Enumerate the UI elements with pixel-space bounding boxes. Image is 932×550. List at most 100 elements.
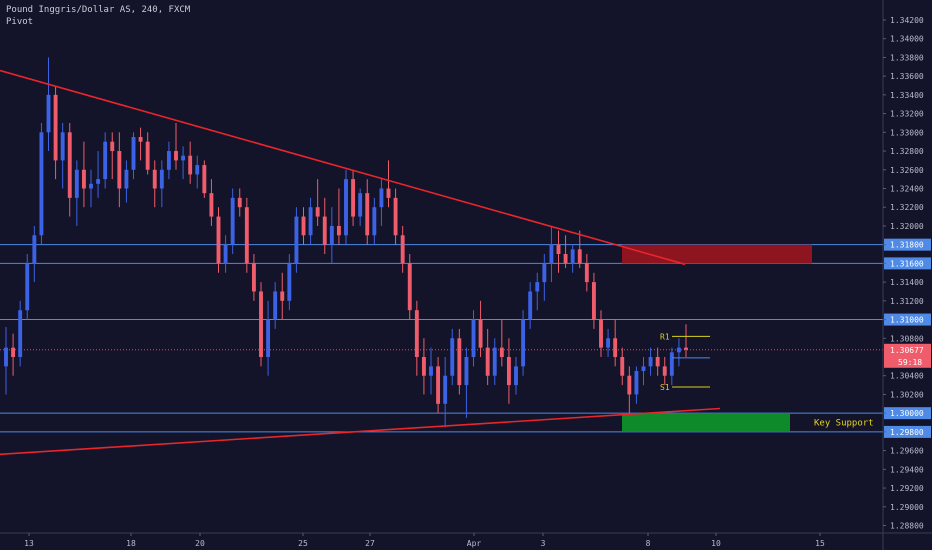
price-tag xyxy=(884,238,931,251)
y-tick-label: 1.31400 xyxy=(890,278,924,287)
candle-body xyxy=(414,310,419,357)
candle-body xyxy=(627,375,632,395)
y-tick-label: 1.34200 xyxy=(890,16,924,25)
candle-body xyxy=(655,357,660,367)
candle-body xyxy=(4,347,8,367)
candle-body xyxy=(393,197,398,236)
candle-body xyxy=(301,216,306,236)
candle-body xyxy=(570,249,575,264)
candle-body xyxy=(110,141,115,152)
y-tick-label: 1.32400 xyxy=(890,184,924,193)
candle-body xyxy=(11,347,16,357)
candle-body xyxy=(195,165,200,175)
candle-body xyxy=(237,197,242,208)
y-tick-label: 1.29600 xyxy=(890,447,924,456)
indicator-label: Pivot xyxy=(6,17,34,27)
candle-body xyxy=(230,197,235,245)
candle-body xyxy=(25,263,30,311)
candle-body xyxy=(138,137,143,142)
candle-body xyxy=(676,347,681,353)
candle-body xyxy=(407,263,412,311)
candle-body xyxy=(188,155,193,175)
candle-body xyxy=(244,207,249,264)
candle-body xyxy=(223,244,228,264)
candle-body xyxy=(280,291,285,301)
candle-body xyxy=(641,366,646,372)
candle-body xyxy=(336,225,341,236)
candle-body xyxy=(159,169,164,189)
candle-body xyxy=(131,137,136,170)
x-tick-label: Apr xyxy=(467,539,482,548)
y-tick-label: 1.33800 xyxy=(890,53,924,62)
candle-body xyxy=(436,366,441,404)
candle-body xyxy=(684,347,688,350)
y-tick-label: 1.30800 xyxy=(890,334,924,343)
candle-body xyxy=(429,366,433,376)
y-tick-label: 1.30000 xyxy=(890,409,924,418)
x-tick-label: 15 xyxy=(815,539,825,548)
candle-body xyxy=(648,357,653,367)
candle-body xyxy=(662,366,667,376)
candle-body xyxy=(450,338,455,376)
x-tick-label: 8 xyxy=(646,539,651,548)
x-tick-label: 18 xyxy=(126,539,136,548)
candle-body xyxy=(259,291,263,357)
y-tick-label: 1.33000 xyxy=(890,128,924,137)
y-tick-label: 1.29200 xyxy=(890,484,924,493)
price-tag xyxy=(884,313,931,326)
candle-body xyxy=(471,319,476,357)
y-tick-label: 1.33600 xyxy=(890,72,924,81)
y-tick-label: 1.32800 xyxy=(890,147,924,156)
symbol-title: Pound Inggris/Dollar AS, 240, FXCM xyxy=(6,5,191,15)
key-support-label: Key Support xyxy=(814,419,874,429)
candle-body xyxy=(365,193,370,236)
candle-body xyxy=(266,319,271,357)
candle-body xyxy=(386,188,391,198)
candle-body xyxy=(485,347,490,376)
candle-body xyxy=(216,216,221,264)
candle-body xyxy=(18,310,23,357)
candle-body xyxy=(344,179,348,236)
candle-body xyxy=(421,357,426,376)
candle-body xyxy=(181,155,186,161)
candle-body xyxy=(478,319,483,348)
pivot-r1-label: R1 xyxy=(660,332,670,341)
candle-body xyxy=(117,151,122,189)
candle-body xyxy=(591,282,596,320)
x-tick-label: 10 xyxy=(711,539,721,548)
x-tick-label: 3 xyxy=(541,539,546,548)
candle-body xyxy=(669,352,674,376)
candle-body xyxy=(521,319,526,367)
y-tick-label: 1.31800 xyxy=(890,241,924,250)
candle-body xyxy=(273,291,278,320)
x-tick-label: 20 xyxy=(195,539,205,548)
candle-body xyxy=(535,282,540,292)
candle-body xyxy=(443,375,448,404)
candle-body xyxy=(74,169,79,198)
candle-body xyxy=(584,263,589,283)
price-tag xyxy=(884,407,931,420)
candle-body xyxy=(209,193,214,217)
y-tick-label: 1.31000 xyxy=(890,316,924,325)
x-tick-label: 27 xyxy=(365,539,375,548)
y-tick-label: 1.29800 xyxy=(890,428,924,437)
candle-body xyxy=(606,338,611,348)
candle-body xyxy=(81,169,86,189)
y-tick-label: 1.33200 xyxy=(890,110,924,119)
y-tick-label: 1.31200 xyxy=(890,297,924,306)
candle-body xyxy=(166,151,171,170)
price-tag xyxy=(884,257,931,270)
y-tick-label: 1.29400 xyxy=(890,465,924,474)
x-tick-label: 13 xyxy=(24,539,34,548)
support-zone xyxy=(622,413,790,432)
candle-body xyxy=(53,94,58,161)
candle-body xyxy=(103,141,108,180)
last-price-label: 1.30677 xyxy=(890,346,924,355)
countdown-label: 59:18 xyxy=(898,358,922,367)
candle-body xyxy=(174,151,178,161)
candle-body xyxy=(358,193,363,217)
y-tick-label: 1.31600 xyxy=(890,259,924,268)
candle-body xyxy=(599,319,603,348)
